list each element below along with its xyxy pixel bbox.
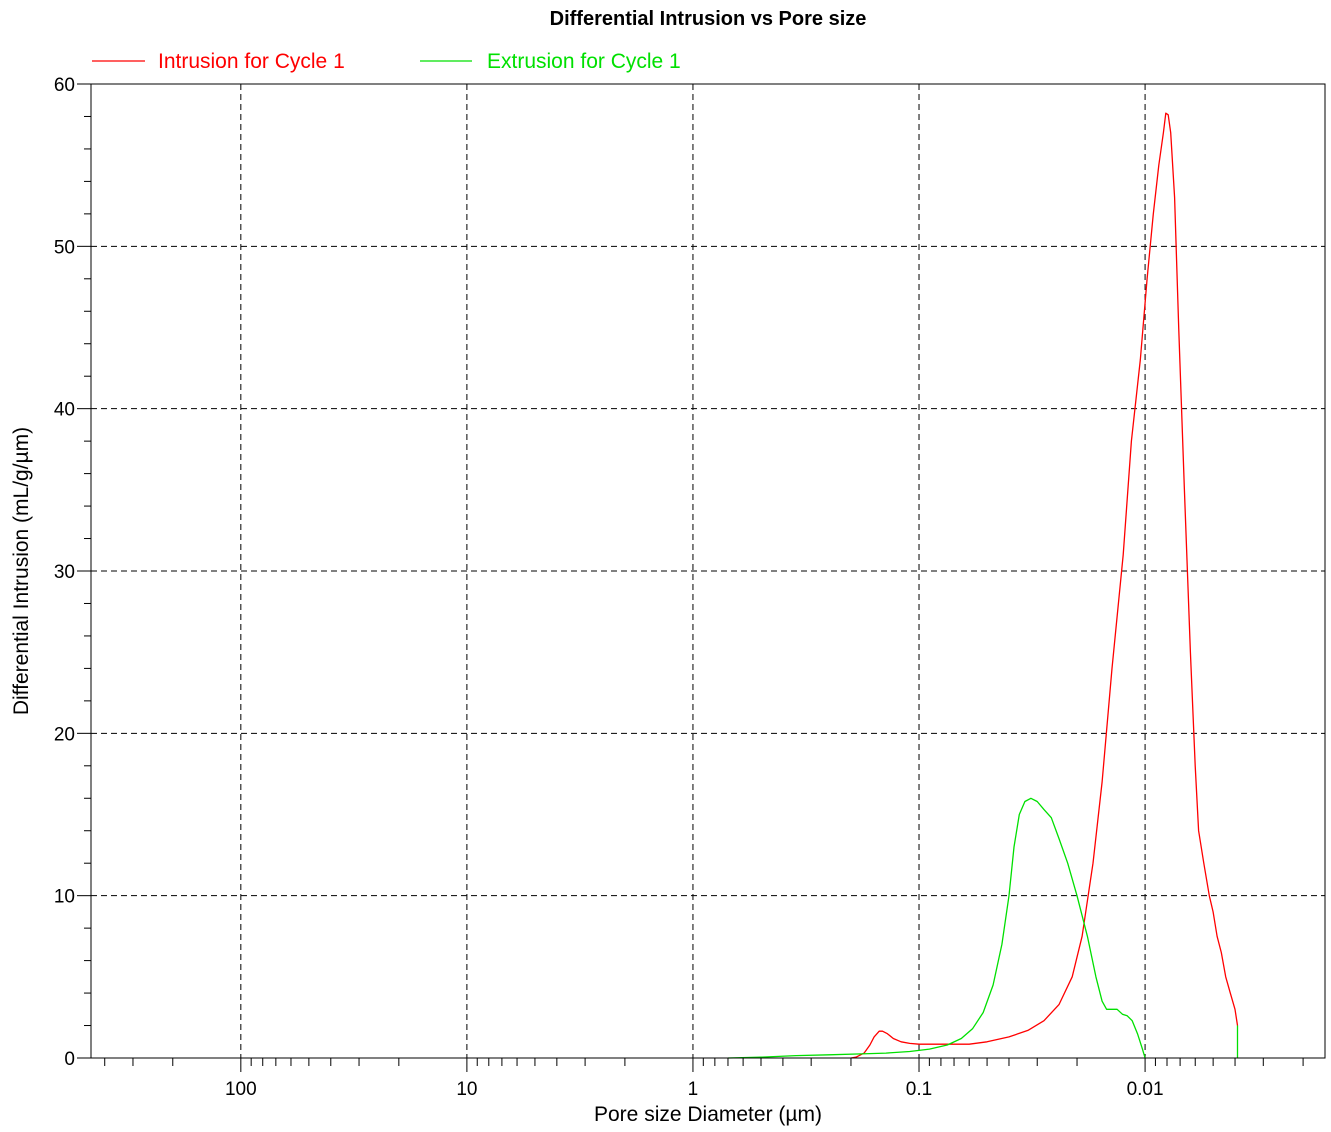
axis-ticks (77, 83, 1304, 1072)
x-tick-label: 100 (225, 1079, 257, 1100)
plot-series (727, 112, 1239, 1059)
x-axis-label: Pore size Diameter (µm) (594, 1103, 822, 1126)
y-axis-label: Differential Intrusion (mL/g/µm) (10, 427, 33, 715)
y-tick-label: 10 (54, 887, 75, 908)
legend: Intrusion for Cycle 1 Extrusion for Cycl… (92, 50, 681, 73)
legend-label-extrusion: Extrusion for Cycle 1 (487, 50, 681, 73)
tick-labels: 100 10 1 0.1 0.01 0 10 20 30 40 50 60 (54, 75, 1164, 1100)
legend-label-intrusion: Intrusion for Cycle 1 (158, 50, 345, 73)
y-tick-label: 40 (54, 400, 75, 421)
y-tick-label: 50 (54, 237, 75, 258)
y-tick-label: 60 (54, 75, 75, 96)
chart-title: Differential Intrusion vs Pore size (550, 8, 867, 30)
y-tick-label: 0 (64, 1049, 75, 1070)
grid (91, 84, 1325, 1058)
x-tick-label: 0.01 (1127, 1079, 1164, 1100)
x-tick-label: 10 (456, 1079, 477, 1100)
y-tick-label: 20 (54, 724, 75, 745)
y-tick-label: 30 (54, 562, 75, 583)
extrusion-curve (727, 797, 1146, 1059)
x-tick-label: 1 (688, 1079, 699, 1100)
x-tick-label: 0.1 (906, 1079, 932, 1100)
intrusion-curve (850, 112, 1239, 1059)
